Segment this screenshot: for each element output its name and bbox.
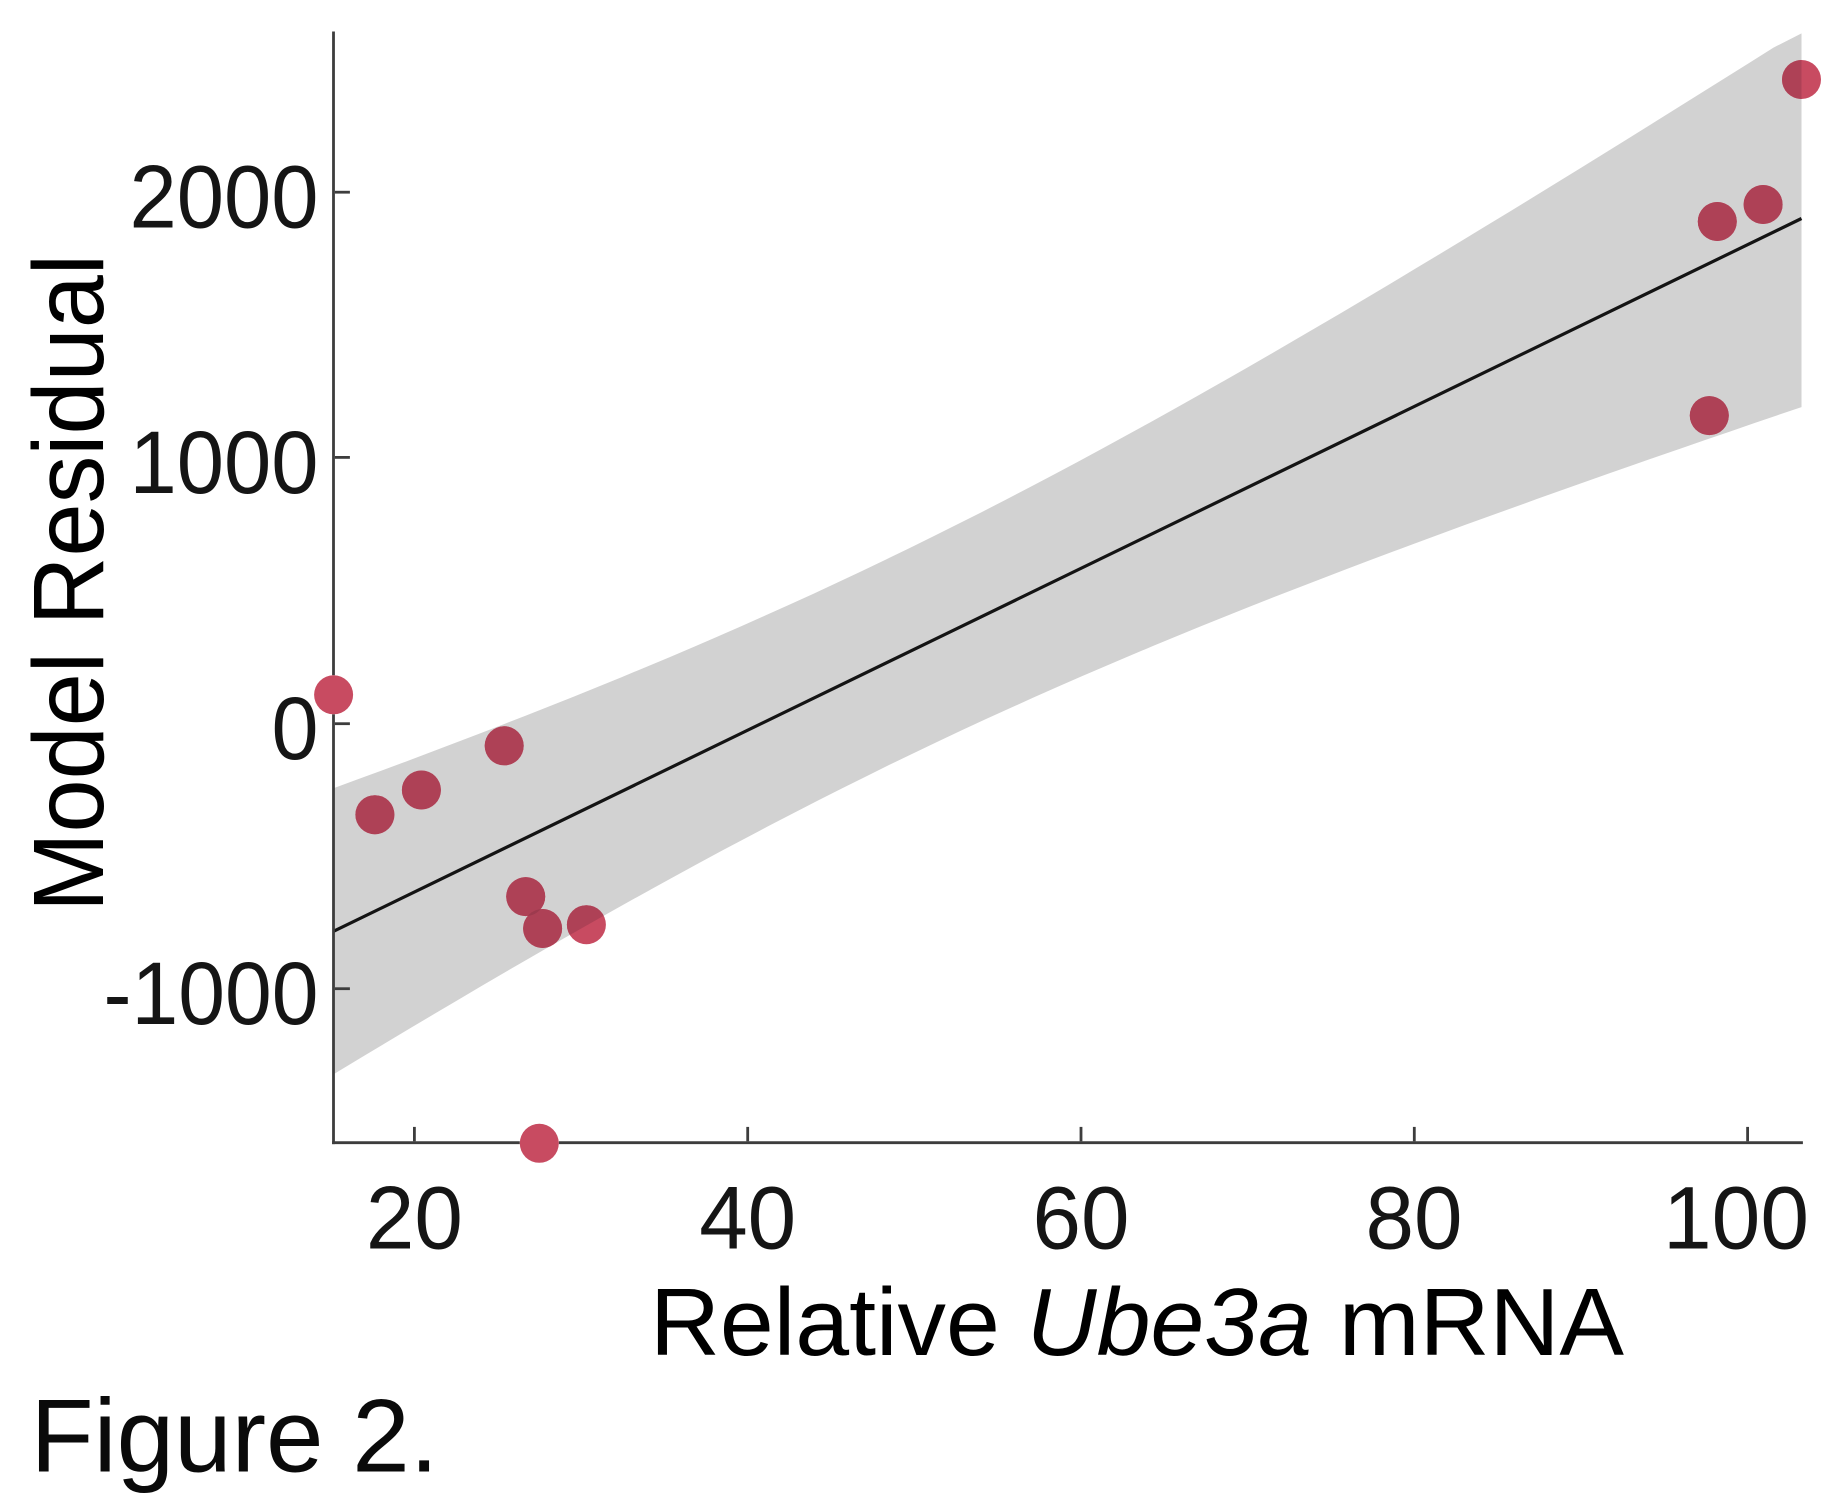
svg-text:20: 20 [366,1168,463,1268]
svg-text:2000: 2000 [130,147,319,247]
svg-text:0: 0 [272,678,319,778]
svg-text:40: 40 [699,1168,796,1268]
svg-text:100: 100 [1663,1168,1809,1268]
svg-text:Figure 2.: Figure 2. [31,1379,439,1495]
svg-text:60: 60 [1033,1168,1130,1268]
svg-text:80: 80 [1366,1168,1463,1268]
svg-text:1000: 1000 [130,412,319,512]
svg-text:-1000: -1000 [104,943,319,1043]
svg-text:Relative Ube3a mRNA: Relative Ube3a mRNA [650,1269,1624,1376]
svg-text:Model Residual: Model Residual [13,254,125,912]
